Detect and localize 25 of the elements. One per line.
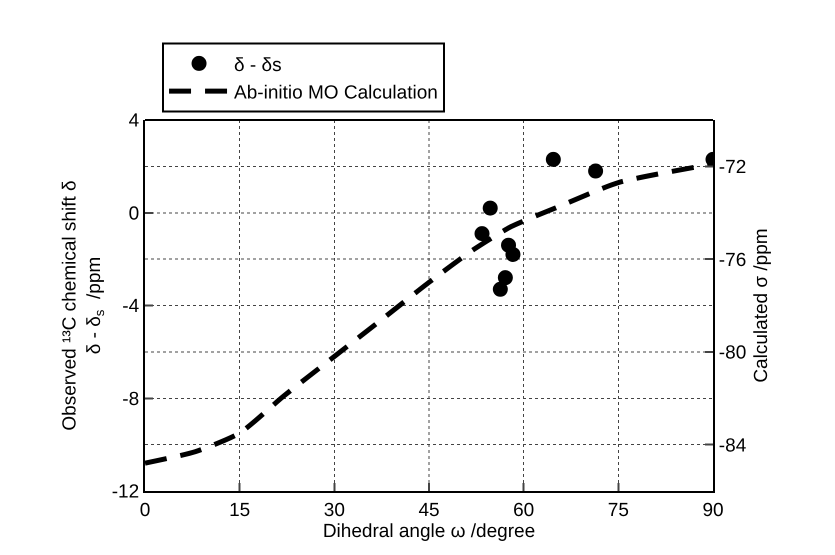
point (546, 152, 561, 167)
point (505, 246, 520, 262)
x-tick-label: 15 (229, 500, 250, 521)
point (474, 226, 490, 242)
y-tick-label: -4 (122, 296, 140, 318)
point (498, 270, 513, 286)
point (492, 282, 508, 297)
x-tick-label: 30 (324, 500, 345, 521)
y2-axis-title: Calculated σ /ppm (750, 228, 772, 383)
x-tick-label: 90 (702, 500, 724, 521)
y2-tick-label: -84 (718, 435, 747, 456)
legend-label: δ - δs (234, 54, 282, 76)
x-tick-label: 60 (513, 500, 534, 521)
y2-tick-label: -76 (718, 250, 746, 271)
y-tick-label: -8 (122, 388, 140, 410)
x-axis-title: Dihedral angle ω /degree (322, 520, 536, 542)
y2-tick-label: -72 (718, 157, 746, 178)
x-tick-label: 75 (608, 500, 629, 521)
y2-tick-label: -80 (718, 342, 746, 364)
legend-label: Ab-initio MO Calculation (234, 82, 438, 104)
y-tick-label: 4 (128, 110, 140, 132)
x-tick-label: 45 (418, 500, 440, 521)
y-tick-label: -12 (112, 482, 140, 503)
point (482, 200, 498, 216)
y-tick-label: 0 (128, 203, 140, 224)
